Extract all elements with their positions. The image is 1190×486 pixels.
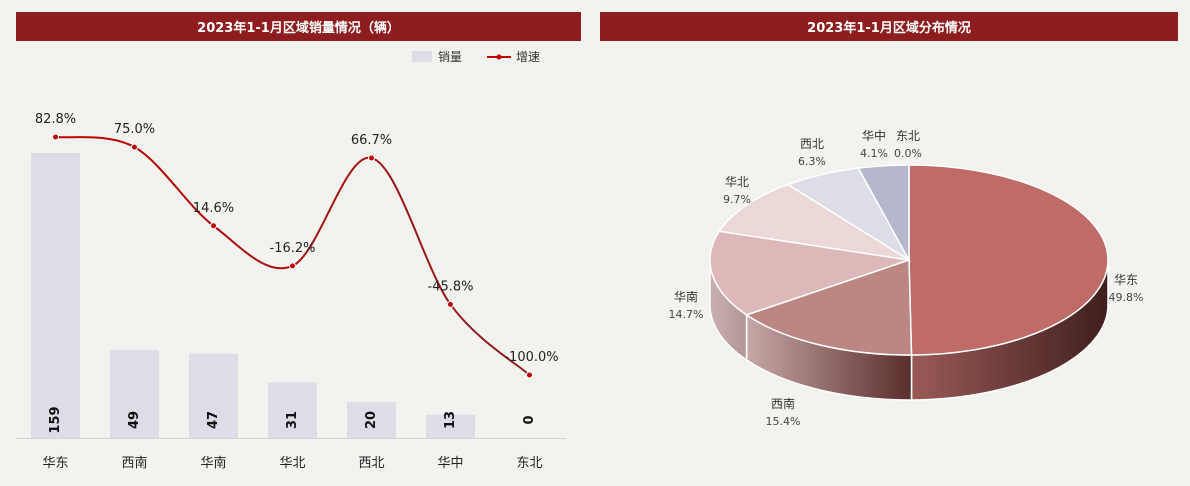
bar-华中 [426, 414, 475, 438]
bar-华东 [31, 153, 80, 438]
pie-label-value: 49.8% [1109, 291, 1144, 304]
pie-label-value: 15.4% [766, 415, 801, 428]
growth-label: -45.8% [428, 279, 474, 294]
pie-label-name: 西南 [771, 396, 795, 411]
category-label: 华中 [437, 456, 463, 471]
growth-point [52, 133, 59, 141]
legend-bar-label: 销量 [438, 50, 462, 64]
bar-value-label: 31 [285, 411, 300, 429]
pie-label-value: 9.7% [723, 193, 751, 206]
pie-label-name: 西北 [800, 137, 824, 151]
sales-panel: 2023年1-1月区域销量情况（辆） 159 华东 49 西南 47 华南 31 华北 20 西北… [0, 0, 590, 486]
pie-label-value: 14.7% [669, 308, 704, 321]
category-label: 东北 [516, 456, 542, 471]
growth-point [447, 300, 454, 308]
growth-label: -100.0% [504, 350, 558, 365]
growth-label: 82.8% [35, 112, 76, 127]
sales-bar-line-chart: 159 华东 49 西南 47 华南 31 华北 20 西北 13 华中 0 东北 82.8% 75.0% 14… [16, 50, 566, 471]
pie-label-value: 4.1% [860, 147, 888, 160]
legend-line-label: 增速 [516, 50, 540, 64]
pie-label-value: 6.3% [798, 155, 826, 168]
pie-slice-华中 [857, 164, 910, 261]
pie-label-name: 华东 [1114, 273, 1138, 287]
growth-point [289, 262, 296, 270]
pie-label-name: 华中 [862, 128, 886, 143]
growth-line [55, 136, 531, 376]
legend: 销量 增速 [412, 50, 540, 64]
bar-华北 [268, 382, 317, 438]
sales-chart-title: 2023年1-1月区域销量情况（辆） [16, 12, 581, 41]
bar-value-label: 0 [522, 415, 537, 424]
pie-label-name: 东北 [896, 129, 920, 143]
legend-bar-swatch [412, 51, 432, 62]
bar-value-label: 13 [443, 411, 458, 429]
bar-西北 [347, 402, 396, 438]
category-label: 华南 [200, 455, 226, 471]
category-label: 华东 [42, 456, 68, 471]
growth-point [210, 222, 217, 230]
pie-label-name: 华南 [674, 289, 698, 304]
pie-slice-西南 [744, 258, 913, 356]
bar-value-label: 49 [127, 411, 142, 429]
bar-华南 [189, 353, 238, 438]
bar-value-label: 47 [206, 411, 221, 429]
pie-slice-华南 [709, 230, 910, 316]
growth-label: 75.0% [114, 122, 155, 137]
growth-point [131, 143, 138, 151]
distribution-chart-title: 2023年1-1月区域分布情况 [600, 12, 1178, 41]
pie-slice-华东 [908, 164, 1109, 356]
distribution-panel: 2023年1-1月区域分布情况 华东 49.8% 西南 15.4% 华南 14.7% 华北 9… [596, 0, 1190, 486]
growth-label: -16.2% [270, 241, 316, 256]
growth-point [368, 154, 375, 162]
category-label: 西北 [358, 456, 384, 471]
category-label: 华北 [279, 456, 305, 471]
category-label: 西南 [121, 455, 147, 471]
growth-label: 66.7% [351, 133, 392, 148]
pie-label-name: 华北 [725, 175, 749, 189]
bar-西南 [110, 350, 159, 438]
pie-label-value: 0.0% [894, 147, 922, 160]
growth-point [526, 371, 533, 379]
legend-line-marker [496, 54, 502, 60]
pie-slice-华北 [718, 183, 910, 261]
growth-label: 14.6% [193, 201, 234, 216]
bar-value-label: 20 [364, 411, 379, 429]
bar-value-label: 159 [48, 406, 63, 433]
distribution-pie-chart: 华东 49.8% 西南 15.4% 华南 14.7% 华北 9.7% 西北 6.3% 华中 4.1% 东… [669, 128, 1144, 428]
